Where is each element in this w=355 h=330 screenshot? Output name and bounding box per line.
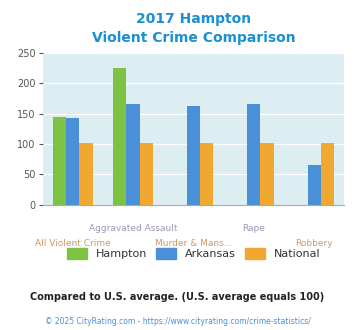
Bar	[247, 104, 261, 205]
Bar	[321, 143, 334, 205]
Bar	[126, 104, 140, 205]
Bar	[113, 68, 126, 205]
Title: 2017 Hampton
Violent Crime Comparison: 2017 Hampton Violent Crime Comparison	[92, 12, 295, 45]
Text: All Violent Crime: All Violent Crime	[35, 239, 111, 248]
Bar	[261, 143, 274, 205]
Text: Murder & Mans...: Murder & Mans...	[155, 239, 232, 248]
Text: © 2025 CityRating.com - https://www.cityrating.com/crime-statistics/: © 2025 CityRating.com - https://www.city…	[45, 317, 310, 326]
Text: Robbery: Robbery	[295, 239, 333, 248]
Bar	[80, 143, 93, 205]
Bar	[200, 143, 213, 205]
Bar	[307, 165, 321, 205]
Bar	[66, 118, 80, 205]
Text: Aggravated Assault: Aggravated Assault	[89, 224, 178, 233]
Bar	[53, 116, 66, 205]
Bar	[140, 143, 153, 205]
Legend: Hampton, Arkansas, National: Hampton, Arkansas, National	[62, 244, 324, 264]
Bar	[187, 106, 200, 205]
Text: Rape: Rape	[242, 224, 265, 233]
Text: Compared to U.S. average. (U.S. average equals 100): Compared to U.S. average. (U.S. average …	[31, 292, 324, 302]
